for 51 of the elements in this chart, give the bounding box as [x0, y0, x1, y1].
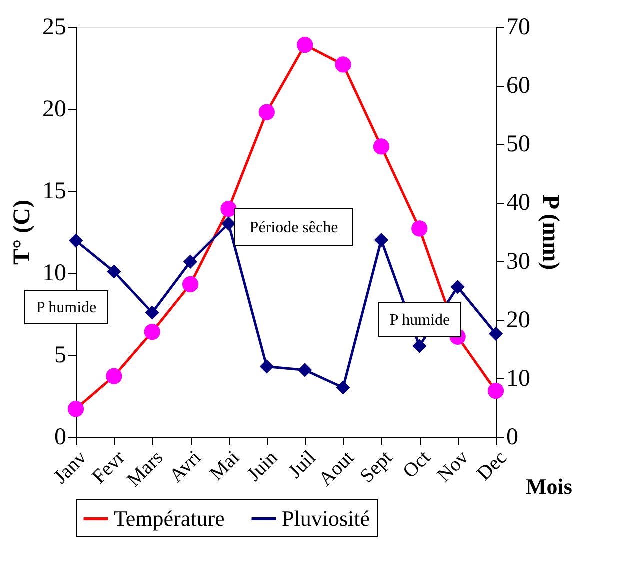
- annotation: P humide: [390, 312, 450, 329]
- point: [260, 360, 274, 374]
- point: [336, 380, 350, 395]
- point: [412, 339, 427, 354]
- point: [106, 368, 122, 384]
- point: [488, 383, 504, 400]
- y-tick-label: 10: [42, 260, 66, 286]
- y2-tick-label: 30: [506, 248, 530, 275]
- point: [373, 138, 390, 155]
- point: [298, 363, 312, 378]
- x-tick-label: Sept: [356, 446, 398, 488]
- y2-tick-label: 10: [506, 366, 530, 392]
- y-tick-label: 15: [42, 178, 66, 204]
- y2-tick-label: 50: [506, 132, 530, 158]
- point: [107, 264, 122, 279]
- point: [145, 306, 160, 320]
- point: [335, 56, 352, 73]
- y2-axis-title: P (mm): [538, 194, 564, 270]
- x-tick-label: Nov: [433, 446, 474, 487]
- y2-tick-label: 70: [506, 14, 530, 40]
- annotation: Période sêche: [250, 220, 338, 236]
- point: [450, 280, 465, 294]
- point: [68, 401, 84, 418]
- y-tick-label: 5: [54, 342, 66, 368]
- point: [297, 36, 314, 54]
- x-tick-label: Avri: [165, 446, 206, 488]
- x-tick-label: Juin: [243, 446, 282, 486]
- point: [220, 200, 237, 218]
- x-tick-label: Oct: [399, 446, 436, 483]
- point: [182, 276, 199, 293]
- annotation: P humide: [36, 300, 97, 316]
- point: [183, 254, 198, 269]
- point: [222, 216, 236, 231]
- point: [374, 233, 389, 248]
- y2-tick-label: 40: [506, 190, 530, 216]
- point: [144, 324, 160, 340]
- y-tick-label: 25: [42, 14, 66, 40]
- point: [68, 234, 84, 248]
- x-axis-title: Mois: [526, 474, 573, 499]
- y-axis-title: T° (C): [10, 200, 36, 265]
- point: [488, 326, 504, 341]
- y-tick-label: 20: [42, 96, 66, 122]
- point: [258, 104, 275, 120]
- x-tick-label: Mai: [206, 446, 244, 486]
- y2-tick-label: 60: [506, 73, 530, 100]
- legend-label: Pluviosité: [282, 506, 370, 531]
- point: [412, 220, 428, 237]
- y2-tick-label: 20: [506, 307, 530, 334]
- legend-label: Température: [114, 506, 225, 531]
- x-tick-label: Juil: [284, 446, 321, 483]
- x-tick-label: Mars: [123, 446, 168, 492]
